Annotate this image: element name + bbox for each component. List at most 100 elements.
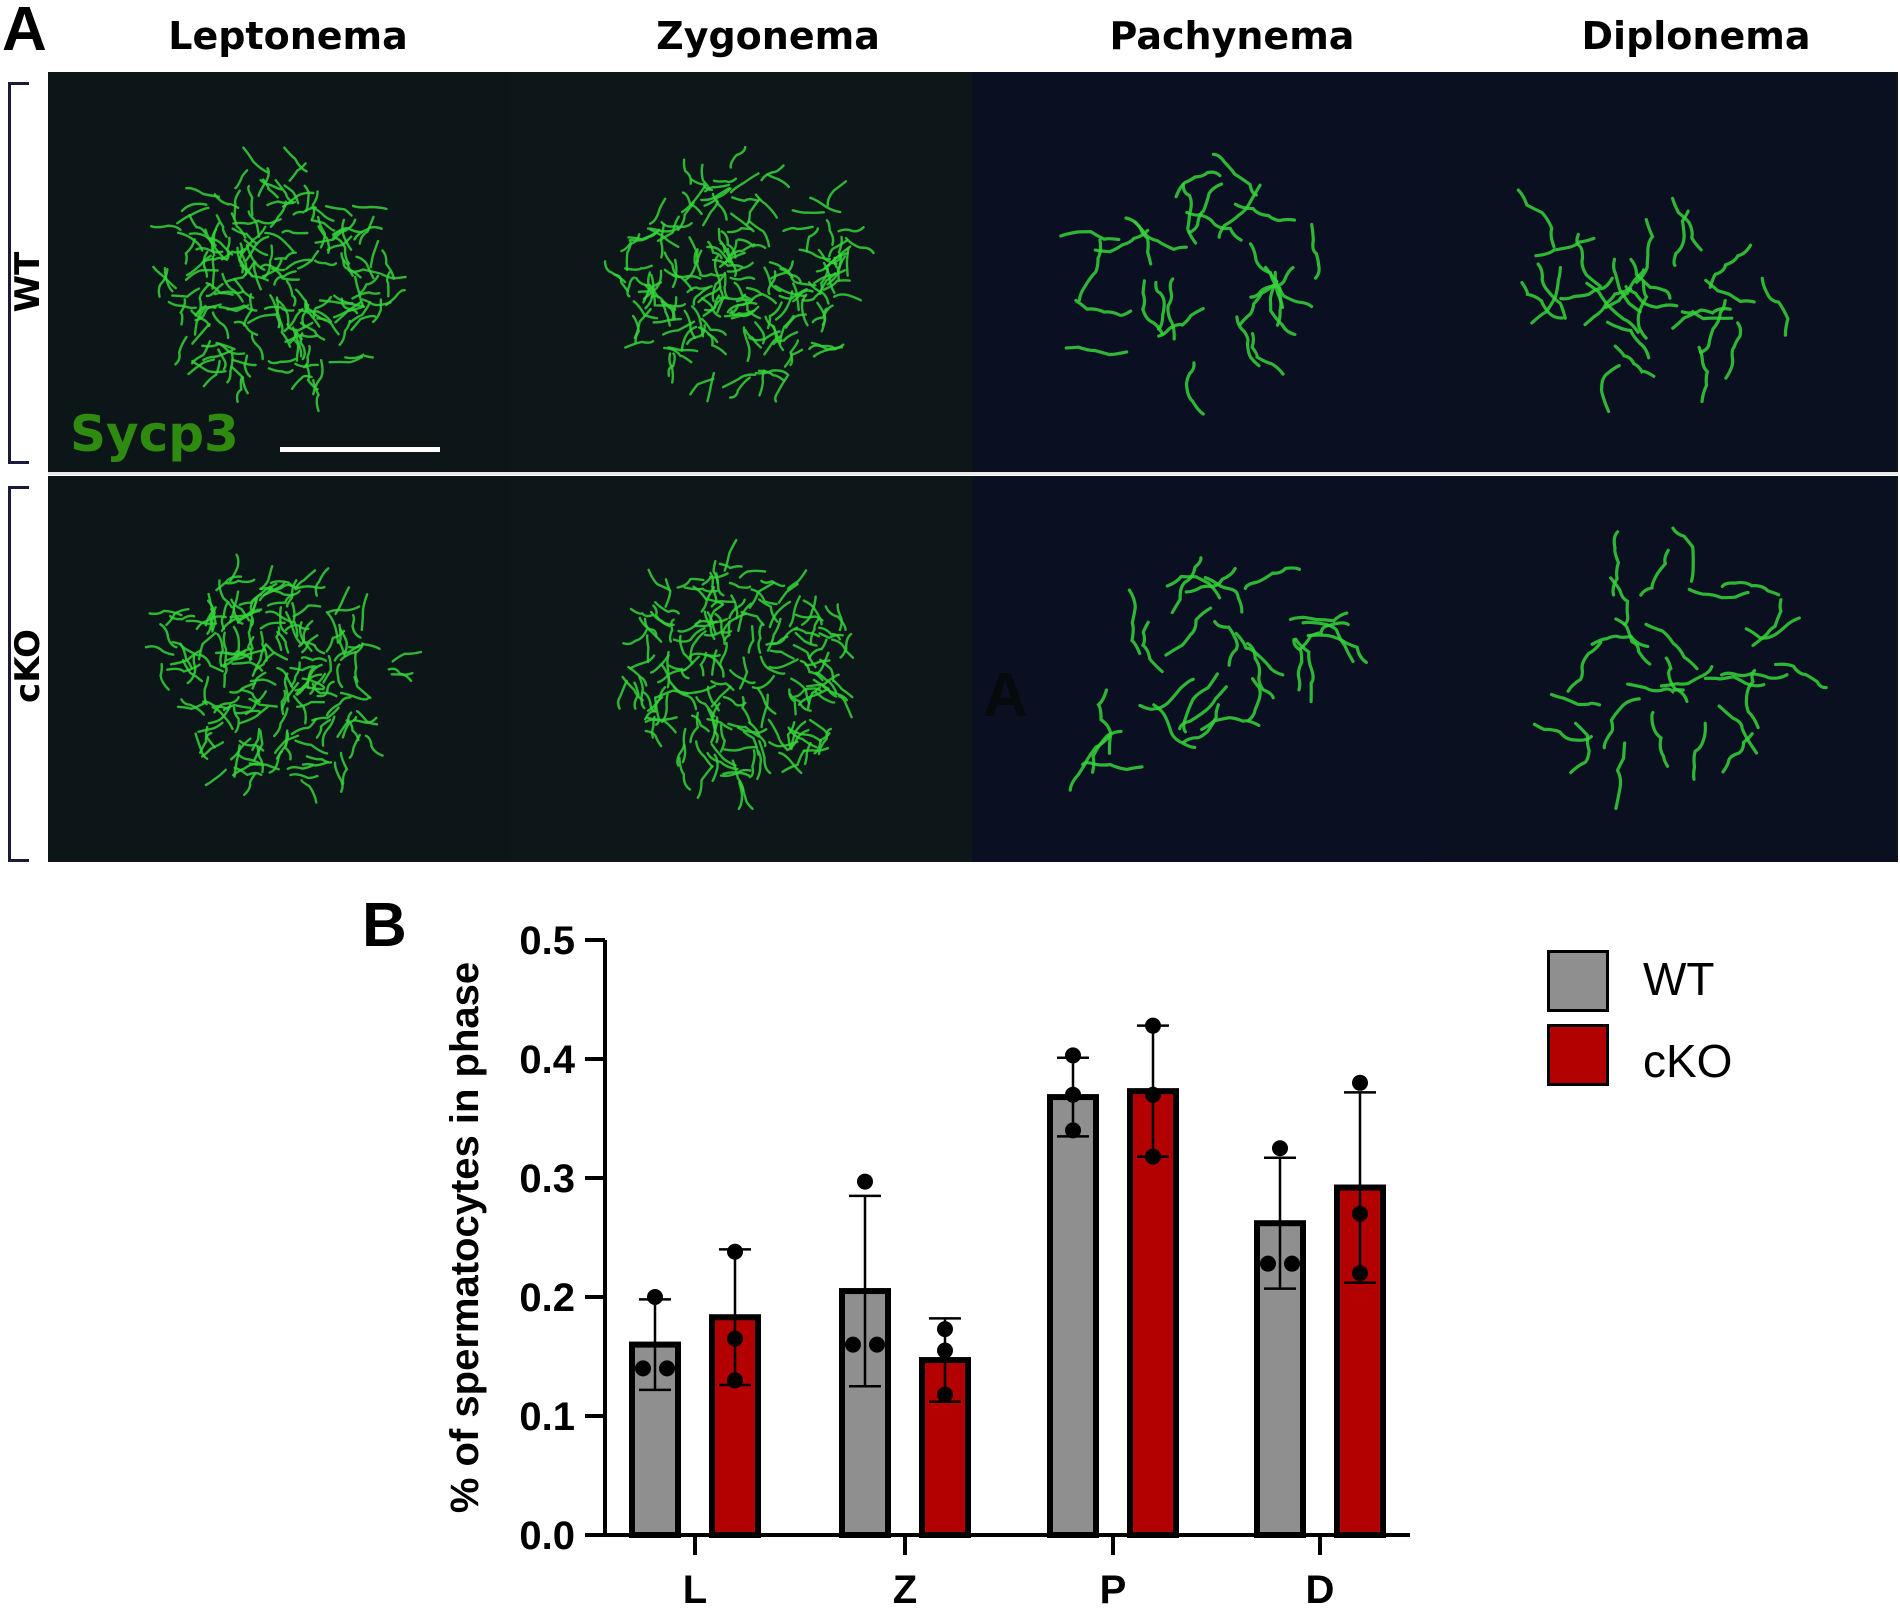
chromosome-strand	[353, 675, 372, 700]
chromosome-strand	[274, 251, 297, 261]
chromosome-strand	[680, 655, 701, 672]
chromosome-strand	[1760, 276, 1790, 337]
chromosome-strand	[242, 146, 269, 174]
chromosome-strand	[298, 308, 333, 323]
chromosome-strand	[301, 634, 319, 654]
chromosome-strand	[668, 618, 675, 643]
chromosome-strand	[239, 688, 261, 703]
chromosome-strand	[697, 286, 721, 304]
micrograph-tile	[972, 476, 1434, 862]
chromosome-strand	[213, 290, 244, 296]
chromosome-strand	[1569, 721, 1591, 775]
chromosome-strand	[261, 258, 283, 278]
chromosome-strand	[718, 293, 747, 301]
data-point	[647, 1289, 663, 1305]
chromosome-strand	[325, 696, 352, 717]
chromosome-strand	[310, 219, 336, 232]
chromosome-strand	[801, 595, 817, 626]
chromosome-strand	[339, 751, 349, 785]
chromosome-strand	[721, 373, 757, 389]
chromosome-strand	[630, 228, 661, 242]
chromosome-strand	[672, 296, 678, 321]
chromosome-strand	[726, 261, 754, 273]
data-point	[1352, 1205, 1368, 1222]
column-title-diplonema: Diplonema	[1581, 14, 1811, 58]
chromosome-strand	[191, 323, 211, 345]
data-point	[1145, 1017, 1161, 1034]
chromosome-strand	[646, 686, 667, 712]
chromosome-strand	[279, 606, 288, 635]
chromosome-strand	[809, 618, 820, 645]
chromosome-strand	[751, 675, 775, 690]
chromosome-strand	[1250, 332, 1285, 376]
chromosome-strand	[247, 313, 279, 324]
chromosome-strand	[1299, 621, 1350, 650]
bar-chart: 0.0 0.1 0.2 0.3 0.4 0.5 % of spermatocytes in …	[443, 919, 1410, 1610]
y-tick-label: 0.0	[519, 1514, 575, 1558]
data-point	[1260, 1255, 1276, 1272]
chromosome-strand	[774, 375, 789, 403]
chromosome-strand	[1138, 677, 1195, 711]
chromosome-strand	[1074, 298, 1133, 317]
chromosome-strand	[280, 689, 287, 716]
data-point	[869, 1336, 885, 1353]
chromosome-strand	[616, 679, 628, 710]
chromosome-strand	[1166, 277, 1176, 341]
chromosome-strand	[757, 622, 764, 654]
chromosome-strand	[296, 700, 326, 708]
chromosome-strand	[1704, 278, 1756, 304]
chromosome-strand	[191, 360, 227, 374]
chromosome-strand	[220, 601, 230, 631]
chromosome-strand	[644, 729, 663, 748]
x-tick-label: Z	[893, 1568, 917, 1610]
chromosome-strand	[259, 630, 268, 662]
chromosome-strand	[647, 568, 671, 592]
data-point	[1272, 1140, 1288, 1157]
chromosome-strand	[1774, 662, 1828, 690]
chromosome-strand	[1268, 283, 1297, 337]
chromosome-strand	[1611, 257, 1642, 314]
chromosome-strand	[218, 304, 250, 313]
chromosome-strand	[1609, 576, 1630, 626]
chromosome-strand	[195, 615, 227, 631]
chromosome-strand	[655, 303, 687, 308]
chromosome-strand	[1744, 616, 1801, 640]
micrograph-cko-image: A	[48, 476, 1898, 862]
chromosome-strand	[808, 344, 837, 351]
chromosome-strand	[1096, 688, 1113, 755]
chromosome-strand	[824, 605, 847, 631]
chromosome-strand	[702, 200, 719, 227]
chromosome-strand	[642, 271, 652, 304]
chromosome-strand	[716, 287, 725, 314]
chromosome-strand	[652, 604, 671, 628]
chromosome-strand	[333, 644, 361, 662]
chromosome-strand	[286, 323, 303, 341]
chromosome-strand	[180, 698, 205, 716]
chromosome-strand	[1606, 320, 1651, 360]
chromosome-strand	[305, 755, 333, 764]
chromosome-strand	[1520, 281, 1564, 320]
chromosome-strand	[748, 749, 756, 779]
chromosome-strand	[1671, 307, 1732, 330]
y-axis-label: % of spermatocytes in phase	[443, 962, 487, 1513]
chromosome-strand	[230, 598, 251, 622]
chromosome-strand	[233, 189, 241, 220]
chromosome-strand	[625, 239, 632, 272]
chromosome-strand	[144, 645, 175, 656]
chromosome-strand	[700, 297, 722, 318]
chromosome-strand	[758, 740, 772, 775]
chromosome-strand	[243, 354, 252, 378]
y-tick-label: 0.3	[519, 1157, 575, 1201]
chromosome-strand	[650, 294, 677, 311]
chromosome-strand	[1164, 606, 1213, 657]
chromosome-strand	[300, 656, 328, 662]
chromosome-strand	[1124, 216, 1153, 266]
chromosome-strand	[176, 701, 207, 711]
micrograph-tile	[510, 72, 972, 472]
chromosome-strand	[1744, 669, 1760, 730]
chromosome-strand	[758, 598, 779, 623]
chromosome-strand	[339, 691, 370, 701]
chromosome-strand	[334, 236, 351, 265]
chromosome-strand	[638, 616, 663, 643]
chromosome-strand	[715, 572, 725, 597]
